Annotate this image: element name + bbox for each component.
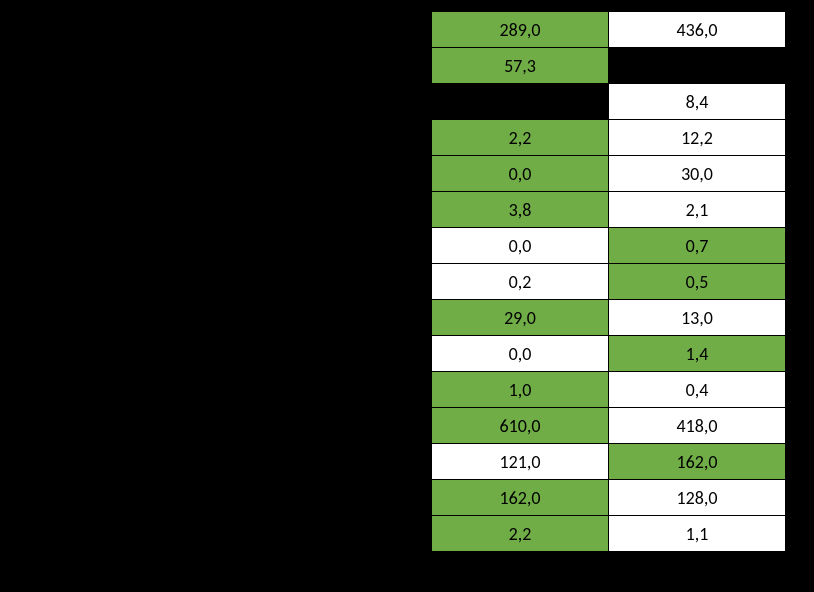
cell-right: 8,4 <box>609 84 786 120</box>
table-row: 29,013,0 <box>432 300 786 336</box>
cell-right: 2,1 <box>609 192 786 228</box>
cell-right: 418,0 <box>609 408 786 444</box>
cell-left: 121,0 <box>432 444 609 480</box>
data-table: 289,0436,0 57,3 8,4 2,212,2 0,030,0 3,82… <box>431 11 786 552</box>
table-row: 0,20,5 <box>432 264 786 300</box>
cell-left <box>432 84 609 120</box>
cell-right: 30,0 <box>609 156 786 192</box>
table-row: 289,0436,0 <box>432 12 786 48</box>
cell-left: 3,8 <box>432 192 609 228</box>
table-row: 2,212,2 <box>432 120 786 156</box>
cell-right: 128,0 <box>609 480 786 516</box>
cell-left: 2,2 <box>432 516 609 552</box>
cell-left: 0,2 <box>432 264 609 300</box>
cell-left: 162,0 <box>432 480 609 516</box>
cell-left: 289,0 <box>432 12 609 48</box>
cell-right: 0,5 <box>609 264 786 300</box>
table-row: 121,0162,0 <box>432 444 786 480</box>
table-row: 3,82,1 <box>432 192 786 228</box>
cell-left: 610,0 <box>432 408 609 444</box>
sheet: 289,0436,0 57,3 8,4 2,212,2 0,030,0 3,82… <box>0 0 814 592</box>
table-row: 57,3 <box>432 48 786 84</box>
cell-right: 162,0 <box>609 444 786 480</box>
table-row: 0,030,0 <box>432 156 786 192</box>
cell-right: 0,4 <box>609 372 786 408</box>
cell-left: 57,3 <box>432 48 609 84</box>
cell-left: 0,0 <box>432 156 609 192</box>
table-row: 0,00,7 <box>432 228 786 264</box>
cell-right <box>609 48 786 84</box>
cell-left: 2,2 <box>432 120 609 156</box>
cell-left: 0,0 <box>432 228 609 264</box>
table-row: 610,0418,0 <box>432 408 786 444</box>
table-row: 8,4 <box>432 84 786 120</box>
table-body: 289,0436,0 57,3 8,4 2,212,2 0,030,0 3,82… <box>432 12 786 552</box>
cell-right: 1,4 <box>609 336 786 372</box>
cell-left: 0,0 <box>432 336 609 372</box>
cell-right: 1,1 <box>609 516 786 552</box>
table-row: 2,21,1 <box>432 516 786 552</box>
cell-right: 0,7 <box>609 228 786 264</box>
cell-right: 12,2 <box>609 120 786 156</box>
cell-right: 436,0 <box>609 12 786 48</box>
table-row: 162,0128,0 <box>432 480 786 516</box>
table-row: 0,01,4 <box>432 336 786 372</box>
table-row: 1,00,4 <box>432 372 786 408</box>
cell-left: 1,0 <box>432 372 609 408</box>
cell-right: 13,0 <box>609 300 786 336</box>
cell-left: 29,0 <box>432 300 609 336</box>
